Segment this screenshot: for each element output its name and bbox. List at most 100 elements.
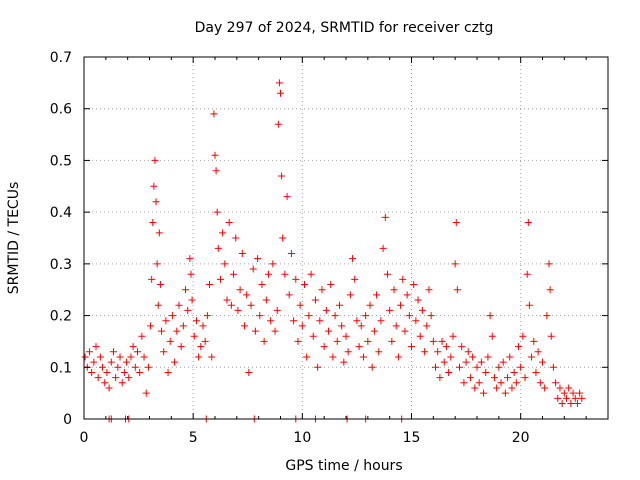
chart-title: Day 297 of 2024, SRMTID for receiver czt… bbox=[195, 20, 494, 36]
y-tick-label: 0.5 bbox=[50, 153, 72, 169]
data-point bbox=[112, 374, 120, 382]
data-point bbox=[325, 327, 333, 335]
data-point bbox=[517, 363, 525, 371]
data-point bbox=[364, 337, 372, 345]
data-point bbox=[168, 312, 176, 320]
data-point bbox=[547, 332, 555, 340]
data-point bbox=[563, 394, 571, 402]
data-point bbox=[211, 151, 219, 159]
data-point bbox=[484, 353, 492, 361]
data-point bbox=[118, 379, 126, 387]
data-point bbox=[410, 281, 418, 289]
data-point bbox=[477, 358, 485, 366]
data-point bbox=[271, 327, 279, 335]
data-point bbox=[144, 363, 152, 371]
data-point bbox=[156, 281, 164, 289]
data-point bbox=[541, 384, 549, 392]
data-point bbox=[571, 394, 579, 402]
data-point bbox=[543, 312, 551, 320]
data-point bbox=[405, 312, 413, 320]
data-point bbox=[151, 156, 159, 164]
data-point bbox=[576, 389, 584, 397]
data-point bbox=[534, 348, 542, 356]
data-point bbox=[388, 337, 396, 345]
data-point bbox=[392, 322, 400, 330]
x-tick-label: 10 bbox=[293, 430, 311, 446]
data-point bbox=[294, 337, 302, 345]
data-point bbox=[383, 270, 391, 278]
data-point bbox=[567, 399, 575, 407]
data-point bbox=[175, 301, 183, 309]
data-point bbox=[150, 182, 158, 190]
y-tick-labels: 0 0.1 0.2 0.3 0.4 0.5 0.6 0.7 bbox=[50, 50, 72, 428]
x-tick-labels: 0 5 10 15 20 bbox=[80, 430, 530, 446]
data-point bbox=[532, 368, 540, 376]
data-point bbox=[160, 348, 168, 356]
data-point bbox=[92, 343, 100, 351]
x-tick-label: 15 bbox=[403, 430, 421, 446]
data-point bbox=[370, 327, 378, 335]
data-point bbox=[278, 172, 286, 180]
data-point bbox=[554, 394, 562, 402]
data-point bbox=[114, 363, 122, 371]
data-point bbox=[225, 218, 233, 226]
data-point bbox=[560, 389, 568, 397]
data-point bbox=[162, 317, 170, 325]
data-point bbox=[287, 250, 295, 258]
data-point bbox=[195, 353, 203, 361]
data-point bbox=[427, 312, 435, 320]
data-point bbox=[311, 296, 319, 304]
data-point bbox=[381, 213, 389, 221]
axis-ticks bbox=[83, 56, 608, 420]
data-point bbox=[262, 296, 270, 304]
data-point bbox=[357, 322, 365, 330]
data-point bbox=[283, 193, 291, 201]
data-point bbox=[223, 296, 231, 304]
y-tick-label: 0.4 bbox=[50, 205, 72, 221]
data-point bbox=[90, 358, 98, 366]
data-point bbox=[314, 363, 322, 371]
data-point bbox=[469, 353, 477, 361]
data-point bbox=[190, 332, 198, 340]
data-point bbox=[329, 353, 337, 361]
data-point bbox=[138, 332, 146, 340]
data-point bbox=[456, 363, 464, 371]
data-point bbox=[149, 218, 157, 226]
data-point bbox=[103, 368, 111, 376]
data-point bbox=[221, 260, 229, 268]
data-point bbox=[524, 218, 532, 226]
data-point bbox=[349, 255, 357, 263]
data-point bbox=[94, 374, 102, 382]
data-point bbox=[452, 218, 460, 226]
data-point bbox=[429, 337, 437, 345]
data-point bbox=[521, 374, 529, 382]
data-point bbox=[495, 363, 503, 371]
data-point bbox=[471, 384, 479, 392]
data-point bbox=[346, 291, 354, 299]
data-point bbox=[480, 389, 488, 397]
data-point bbox=[260, 337, 268, 345]
data-point bbox=[277, 89, 284, 97]
data-point bbox=[512, 379, 520, 387]
data-point bbox=[401, 327, 409, 335]
data-point bbox=[240, 322, 248, 330]
data-point bbox=[412, 317, 420, 325]
data-point bbox=[528, 353, 536, 361]
data-point bbox=[359, 353, 367, 361]
data-point bbox=[216, 275, 224, 283]
data-point bbox=[219, 229, 227, 237]
data-point bbox=[490, 374, 498, 382]
data-point bbox=[208, 353, 216, 361]
data-point bbox=[147, 322, 155, 330]
data-point bbox=[497, 379, 505, 387]
x-axis-title: GPS time / hours bbox=[285, 458, 402, 474]
data-point bbox=[506, 353, 514, 361]
data-point bbox=[344, 348, 352, 356]
data-point bbox=[238, 250, 246, 258]
data-point bbox=[508, 384, 516, 392]
data-point bbox=[199, 322, 207, 330]
data-point bbox=[493, 384, 501, 392]
data-point bbox=[316, 317, 324, 325]
data-point bbox=[504, 374, 512, 382]
data-point bbox=[335, 301, 343, 309]
